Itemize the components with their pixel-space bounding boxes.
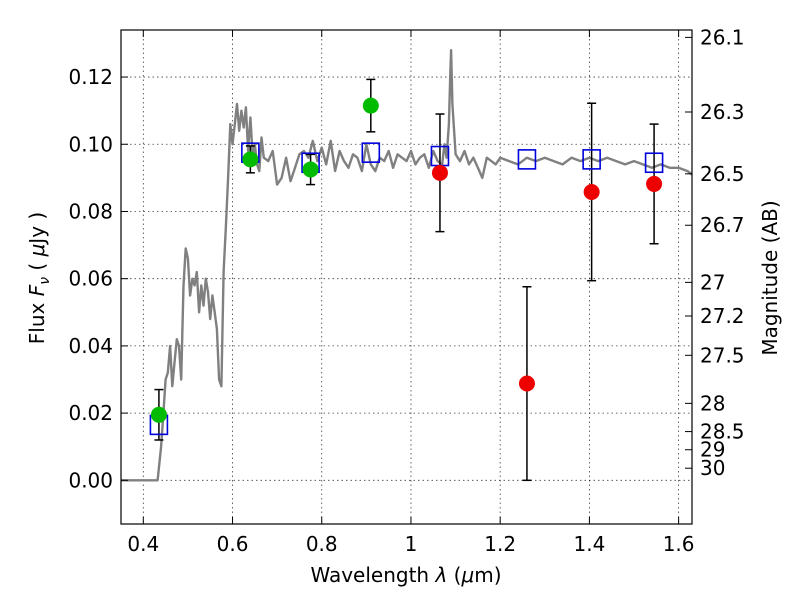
- x-tick-label: 1.6: [663, 532, 695, 556]
- y-tick-label: 0.12: [68, 65, 113, 89]
- x-axis-label: Wavelength λ (μm): [310, 563, 501, 587]
- y-tick-label: 0.08: [68, 199, 113, 223]
- y2-tick-label: 26.1: [700, 25, 745, 49]
- y-tick-label: 0.06: [68, 267, 113, 291]
- x-tick-label: 0.6: [217, 532, 249, 556]
- observed-point-green: [362, 97, 379, 114]
- right-y-axis-label: Magnitude (AB): [758, 200, 782, 355]
- observed-point-green: [302, 161, 319, 178]
- y-tick-label: 0.04: [68, 334, 113, 358]
- x-tick-label: 0.4: [127, 532, 159, 556]
- model-spectrum-layer: [121, 49, 693, 482]
- plot-frame: [120, 29, 693, 525]
- observed-point-green: [150, 406, 167, 423]
- x-tick-label: 1.4: [573, 532, 605, 556]
- model-spectrum-line: [121, 49, 693, 482]
- model-photometry-square: [361, 142, 381, 163]
- y2-tick-label: 27.5: [700, 343, 745, 367]
- y2-tick-label: 29: [700, 438, 725, 462]
- model-photometry-square: [644, 152, 664, 174]
- y2-tick-label: 28: [700, 391, 725, 415]
- observed-point-red: [518, 375, 535, 392]
- y2-tick-label: 26.7: [700, 213, 745, 237]
- y2-tick-label: 26.5: [700, 162, 745, 186]
- y-tick-label: 0.02: [68, 401, 113, 425]
- y2-tick-label: 26.3: [700, 100, 745, 124]
- y-tick-label: 0.10: [68, 132, 113, 156]
- y2-tick-label: 30: [700, 456, 725, 480]
- y2-tick-label: 27.2: [700, 304, 745, 328]
- axis-ticks: 0.4 0.6 0.8 1 1.2 1.4 1.6 0.00 0.02 0.04 0.06 0.08 0…: [68, 25, 744, 556]
- observed-point-red: [431, 164, 448, 181]
- grid-lines: [121, 30, 692, 524]
- observed-photometry-layer: [150, 97, 663, 423]
- x-tick-label: 1: [405, 532, 418, 556]
- model-photometry-square: [517, 149, 537, 170]
- x-tick-label: 1.2: [484, 532, 516, 556]
- observed-point-red: [583, 183, 600, 200]
- observed-point-red: [646, 175, 663, 192]
- y-tick-label: 0.00: [68, 468, 113, 492]
- y2-tick-label: 28.5: [700, 420, 745, 444]
- model-photometry-square: [582, 149, 601, 170]
- observed-point-green: [242, 151, 259, 168]
- y2-tick-label: 27: [700, 270, 725, 294]
- x-tick-label: 0.8: [306, 532, 338, 556]
- y-axis-label: Flux Fν ( μJy ): [25, 212, 53, 344]
